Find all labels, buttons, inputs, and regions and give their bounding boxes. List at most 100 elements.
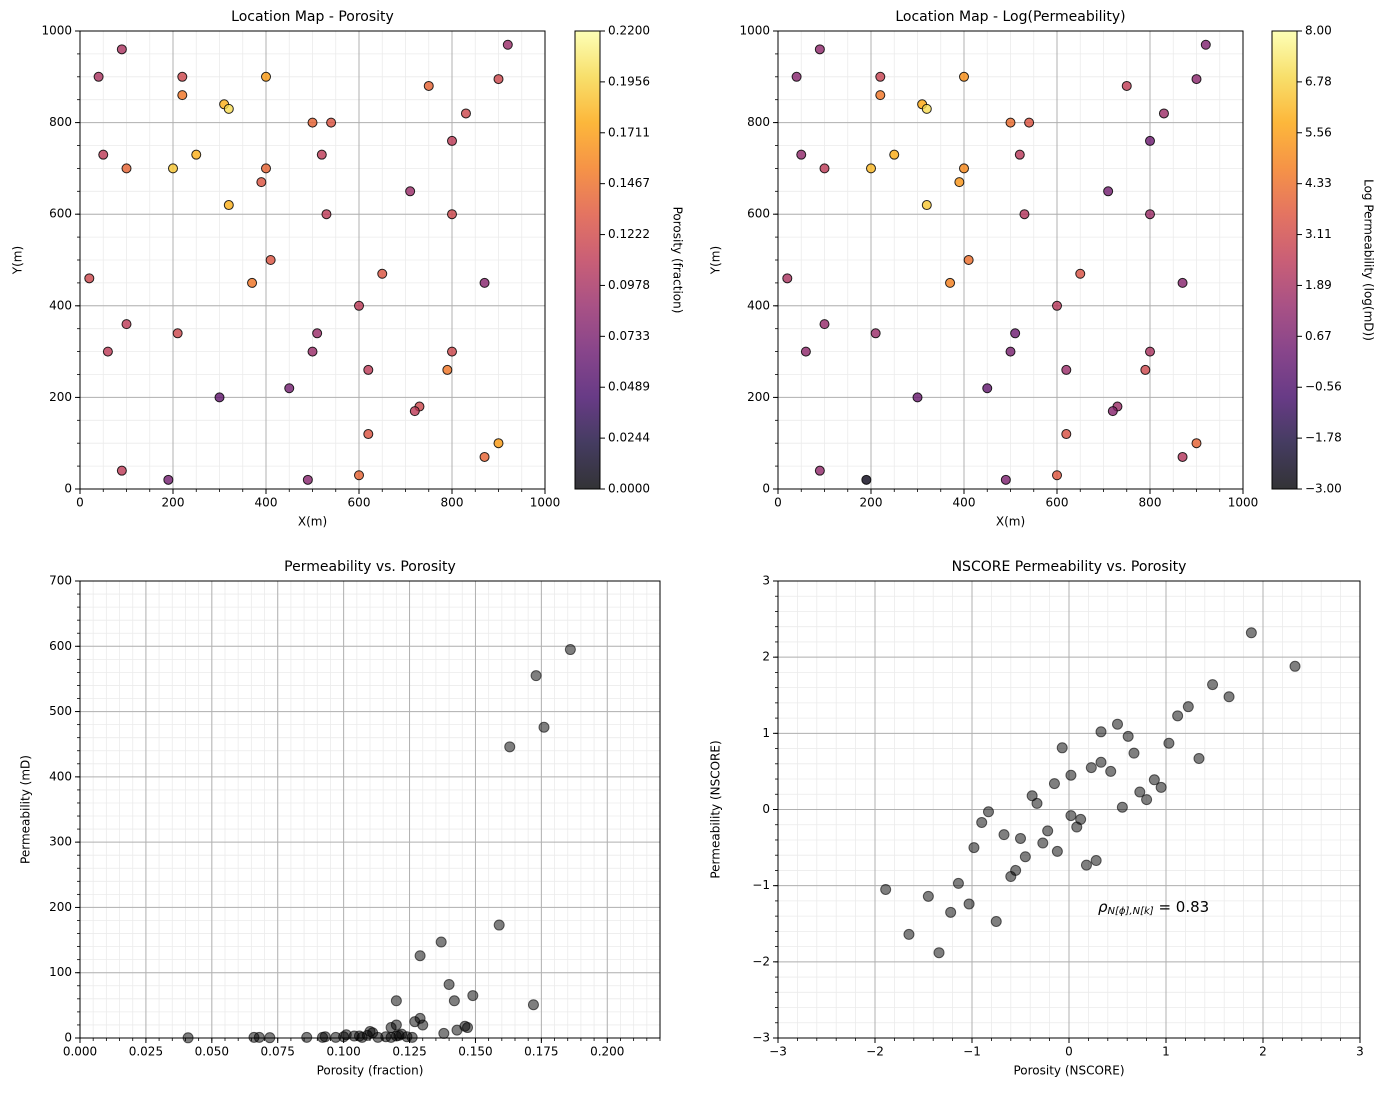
point [1107, 406, 1118, 417]
point [968, 842, 980, 854]
point [443, 978, 455, 990]
point [1134, 786, 1146, 798]
point [1145, 346, 1155, 357]
point [1051, 845, 1063, 857]
annotation-subscript: N[ϕ],N[k] [1108, 906, 1154, 917]
colorbar-tick-label: 0.67 [1305, 329, 1332, 343]
point [1122, 730, 1134, 742]
colorbar-tick-label: 0.2200 [608, 24, 650, 38]
point [405, 186, 416, 197]
point [316, 149, 327, 160]
point [354, 300, 364, 311]
colorbar-tick-label: −3.00 [1305, 482, 1342, 496]
point [959, 71, 969, 82]
x-tick-label: 600 [348, 496, 371, 510]
point [1061, 429, 1072, 440]
point [1148, 774, 1160, 786]
annotation: ρN[ϕ],N[k] = 0.83 [1098, 898, 1209, 918]
point [265, 255, 276, 265]
point [998, 829, 1010, 841]
point [467, 990, 479, 1002]
x-tick-label: 0 [774, 496, 782, 510]
point [1158, 108, 1169, 119]
colorbar-tick-label: 0.0000 [608, 482, 650, 496]
point [1042, 825, 1054, 837]
point [168, 163, 178, 174]
point [1037, 837, 1049, 849]
y-tick-label: 400 [49, 769, 72, 783]
point [163, 474, 174, 485]
point [1140, 364, 1151, 375]
point [354, 470, 364, 481]
point [442, 364, 453, 375]
point [448, 995, 460, 1007]
point [1182, 701, 1194, 713]
point [1065, 810, 1077, 822]
x-tick-label: −1 [963, 1045, 981, 1059]
point [1191, 438, 1202, 449]
x-tick-label: 0.200 [590, 1045, 624, 1059]
point [177, 90, 188, 101]
point [102, 346, 113, 357]
point [312, 328, 323, 339]
colorbar [574, 30, 601, 490]
point [493, 438, 504, 449]
y-tick-label: 600 [49, 207, 72, 221]
point [363, 364, 374, 375]
point [1015, 832, 1026, 844]
point [361, 1029, 373, 1041]
colorbar-tick-label: 3.11 [1305, 227, 1332, 241]
colorbar-tick-label: 8.00 [1305, 24, 1332, 38]
point [172, 328, 183, 339]
x-tick-label: 600 [1046, 496, 1069, 510]
point [1116, 801, 1128, 813]
point [959, 163, 969, 174]
chart-title: Location Map - Porosity [231, 9, 394, 25]
colorbar [1271, 30, 1298, 490]
x-tick-label: −3 [769, 1045, 787, 1059]
point [385, 1031, 397, 1043]
point [945, 277, 956, 288]
point [284, 383, 295, 394]
point [912, 392, 923, 403]
point [326, 117, 337, 128]
point [307, 117, 318, 128]
point [538, 721, 550, 733]
colorbar-tick-label: −1.78 [1305, 431, 1342, 445]
point [875, 90, 886, 101]
point [504, 741, 516, 753]
point [93, 71, 104, 82]
colorbar-tick-label: 5.56 [1305, 125, 1332, 139]
point [791, 71, 802, 82]
point [1090, 855, 1102, 867]
y-tick-label: 0 [64, 482, 72, 496]
x-tick-label: 2 [1259, 1045, 1267, 1059]
point [933, 947, 945, 959]
point [861, 474, 872, 485]
y-axis-label: Permeability (mD) [19, 755, 33, 864]
point [1155, 781, 1167, 793]
point [502, 39, 513, 50]
point [814, 465, 825, 476]
point [1223, 691, 1235, 703]
point [1061, 364, 1072, 375]
chart-title: Location Map - Log(Permeability) [895, 9, 1125, 25]
point [1163, 737, 1175, 749]
point [982, 806, 994, 818]
point [922, 890, 934, 902]
y-axis-label: Y(m) [709, 246, 723, 275]
point [1245, 627, 1257, 639]
y-tick-label: 2 [762, 650, 770, 664]
point [256, 177, 267, 188]
x-tick-label: 0.000 [63, 1045, 97, 1059]
point [1103, 186, 1114, 197]
point [1145, 209, 1155, 220]
point [317, 1031, 329, 1043]
point [1141, 794, 1153, 806]
plot-frame [79, 30, 546, 490]
y-tick-label: 0 [762, 482, 770, 496]
x-tick-label: 0.150 [458, 1045, 492, 1059]
point [447, 209, 457, 220]
point [945, 906, 957, 918]
y-tick-label: 300 [49, 835, 72, 849]
